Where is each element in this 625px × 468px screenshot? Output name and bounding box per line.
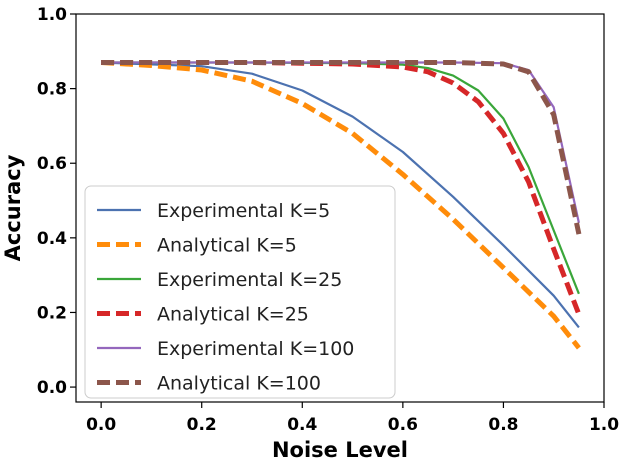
- y-tick-label: 0.4: [37, 229, 67, 249]
- series-line-experimental-k-5: [101, 61, 580, 329]
- x-tick-label: 0.2: [187, 415, 217, 435]
- plot-area-frame: [75, 13, 605, 403]
- legend-label: Analytical K=25: [157, 304, 309, 326]
- legend: Experimental K=5 Analytical K=5 Experiment…: [84, 185, 396, 399]
- series-line-analytical-k-100: [101, 60, 582, 235]
- series-layer: [100, 60, 582, 350]
- series-line-analytical-k-5: [100, 60, 581, 350]
- y-axis-ticks: 0.0 0.2 0.4 0.6 0.8 1.0: [37, 5, 76, 398]
- y-tick-label: 0.2: [37, 303, 67, 323]
- y-axis-label: Accuracy: [1, 154, 25, 261]
- x-tick-label: 0.4: [287, 415, 317, 435]
- y-tick-label: 1.0: [37, 5, 67, 25]
- legend-label: Analytical K=5: [157, 235, 297, 257]
- x-tick-label: 1.0: [589, 415, 619, 435]
- legend-label: Analytical K=100: [157, 373, 321, 395]
- x-axis-ticks: 0.0 0.2 0.4 0.6 0.8 1.0: [86, 402, 619, 435]
- y-tick-label: 0.8: [37, 80, 67, 100]
- y-tick-label: 0.0: [37, 378, 67, 398]
- x-tick-label: 0.0: [86, 415, 116, 435]
- legend-label: Experimental K=5: [157, 200, 330, 222]
- x-tick-label: 0.6: [388, 415, 418, 435]
- y-tick-label: 0.6: [37, 154, 67, 174]
- x-axis-label: Noise Level: [272, 438, 408, 462]
- legend-label: Experimental K=100: [157, 338, 354, 360]
- legend-box: [84, 185, 396, 399]
- series-line-analytical-k-25: [101, 60, 582, 316]
- x-tick-label: 0.8: [488, 415, 518, 435]
- legend-label: Experimental K=25: [157, 269, 342, 291]
